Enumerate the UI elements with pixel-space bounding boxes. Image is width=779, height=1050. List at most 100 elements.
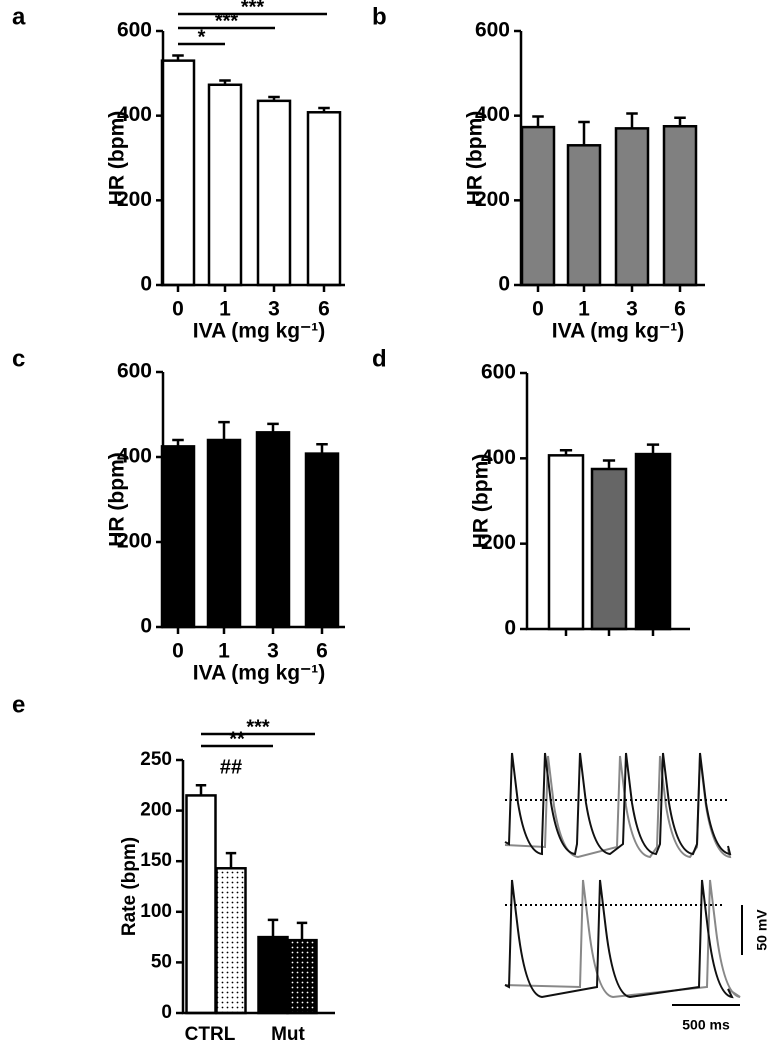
error-bar: [172, 54, 184, 61]
bar: [206, 438, 242, 629]
x-tick-label: 1: [578, 298, 590, 321]
error-bar: [296, 921, 308, 941]
y-axis-label: HR (bpm): [106, 452, 129, 546]
y-tick-label: 150: [140, 850, 172, 871]
error-bar: [172, 438, 184, 447]
error-bar: [602, 459, 616, 469]
bar: [662, 125, 698, 287]
y-tick-label: 0: [140, 273, 152, 296]
x-axis-label: IVA (mg kg⁻¹): [193, 320, 325, 343]
voltage-scale-label: 50 mV: [754, 909, 770, 951]
y-tick-label: 600: [117, 360, 152, 383]
error-bar: [626, 112, 638, 129]
error-bar: [316, 443, 328, 454]
error-bar: [559, 448, 573, 456]
y-tick-label: 400: [117, 445, 152, 468]
axes: [161, 372, 345, 629]
bar: [634, 452, 672, 631]
error-bar: [318, 106, 330, 113]
panel-label: e: [12, 691, 25, 718]
y-tick-label: 0: [498, 273, 510, 296]
y-axis-label: HR (bpm): [106, 111, 129, 205]
axes: [519, 31, 705, 287]
x-axis-label: IVA (mg kg⁻¹): [193, 662, 325, 685]
error-bar: [646, 443, 660, 455]
bar: [566, 144, 602, 287]
x-tick-label: Mut: [271, 1024, 305, 1045]
y-tick-label: 50: [151, 951, 172, 972]
bar: [160, 445, 196, 629]
y-axis-label: HR (bpm): [464, 111, 487, 205]
error-bar: [532, 115, 544, 128]
significance-label: ***: [241, 0, 265, 18]
y-tick-label: 250: [140, 749, 172, 770]
bar: [304, 452, 340, 629]
y-axis-label: Rate (bpm): [119, 837, 140, 936]
panel-label: d: [372, 345, 387, 372]
y-tick-label: 200: [117, 530, 152, 553]
x-tick-label: 3: [268, 298, 280, 321]
x-tick-label: 3: [626, 298, 638, 321]
significance-label: *: [198, 26, 206, 48]
x-tick-label: 1: [219, 298, 231, 321]
x-tick-label: CTRL: [185, 1024, 236, 1045]
panel-label: a: [12, 3, 26, 30]
y-tick-label: 600: [481, 361, 516, 384]
y-axis-label: HR (bpm): [470, 454, 493, 548]
bar: [207, 83, 243, 287]
bar: [547, 454, 585, 631]
x-tick-label: 6: [316, 640, 328, 663]
axes: [525, 373, 690, 631]
bar: [215, 867, 247, 1015]
significance-label: ***: [246, 716, 270, 738]
y-tick-label: 200: [117, 188, 152, 211]
x-tick-label: 0: [172, 640, 184, 663]
y-tick-label: 0: [140, 615, 152, 638]
bar: [306, 111, 342, 287]
y-tick-label: 200: [481, 531, 516, 554]
axes: [181, 760, 335, 1015]
y-tick-label: 200: [475, 188, 510, 211]
x-tick-label: 6: [674, 298, 686, 321]
bar: [185, 794, 217, 1015]
y-tick-label: 400: [481, 446, 516, 469]
error-bar: [267, 918, 279, 938]
y-tick-label: 200: [140, 800, 172, 821]
error-bar: [218, 420, 230, 440]
significance-label: ***: [215, 10, 239, 32]
axes: [161, 31, 345, 287]
time-scale-label: 500 ms: [682, 1017, 730, 1033]
x-tick-label: 1: [218, 640, 230, 663]
bar: [590, 467, 628, 631]
y-tick-label: 0: [161, 1002, 172, 1023]
y-tick-label: 100: [140, 901, 172, 922]
y-tick-label: 600: [117, 19, 152, 42]
significance-label: ##: [220, 756, 242, 778]
error-bar: [195, 784, 207, 796]
x-tick-label: 0: [172, 298, 184, 321]
bar: [160, 59, 196, 287]
bar: [614, 127, 650, 287]
x-axis-label: IVA (mg kg⁻¹): [552, 320, 684, 343]
x-tick-label: 0: [532, 298, 544, 321]
y-tick-label: 0: [504, 617, 516, 640]
x-tick-label: 6: [318, 298, 330, 321]
error-bar: [578, 120, 590, 146]
error-bar: [674, 116, 686, 127]
panel-label: b: [372, 3, 387, 30]
y-tick-label: 400: [117, 103, 152, 126]
significance-label: **: [229, 728, 245, 750]
panel-label: c: [12, 345, 25, 372]
bar: [286, 938, 318, 1015]
y-tick-label: 600: [475, 19, 510, 42]
error-bar: [267, 422, 279, 433]
bar: [255, 431, 291, 629]
error-bar: [268, 95, 280, 101]
x-tick-label: 3: [267, 640, 279, 663]
bar: [257, 935, 289, 1015]
error-bar: [225, 851, 237, 869]
error-bar: [219, 79, 231, 85]
trace: [504, 879, 734, 999]
bar: [256, 99, 292, 287]
